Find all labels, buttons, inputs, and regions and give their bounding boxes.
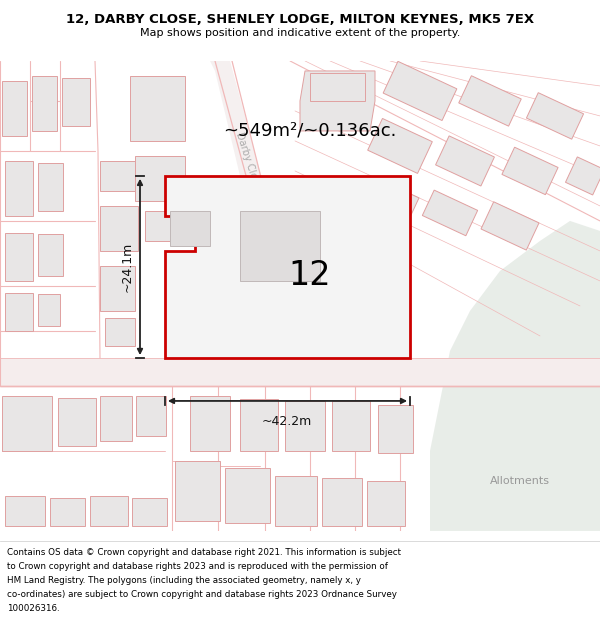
Bar xyxy=(190,396,230,451)
Bar xyxy=(322,478,362,526)
Polygon shape xyxy=(526,92,584,139)
Bar xyxy=(5,161,33,216)
Polygon shape xyxy=(300,71,375,131)
Text: HM Land Registry. The polygons (including the associated geometry, namely x, y: HM Land Registry. The polygons (includin… xyxy=(7,576,361,585)
Bar xyxy=(0,358,600,386)
Bar xyxy=(225,468,270,523)
Bar xyxy=(332,401,370,451)
Bar xyxy=(145,211,185,241)
Polygon shape xyxy=(210,61,280,251)
Bar xyxy=(310,73,365,101)
Bar xyxy=(100,396,132,441)
Polygon shape xyxy=(502,148,558,194)
Bar xyxy=(62,78,90,126)
Polygon shape xyxy=(436,136,494,186)
Bar xyxy=(38,294,60,326)
Bar xyxy=(5,496,45,526)
Polygon shape xyxy=(430,221,600,531)
Text: co-ordinates) are subject to Crown copyright and database rights 2023 Ordnance S: co-ordinates) are subject to Crown copyr… xyxy=(7,590,397,599)
Bar xyxy=(378,405,413,453)
Bar xyxy=(5,293,33,331)
Polygon shape xyxy=(459,76,521,126)
Polygon shape xyxy=(481,202,539,250)
Text: Contains OS data © Crown copyright and database right 2021. This information is : Contains OS data © Crown copyright and d… xyxy=(7,548,401,558)
Bar xyxy=(285,401,325,451)
Bar xyxy=(135,156,185,201)
Bar xyxy=(90,496,128,526)
Bar xyxy=(2,81,27,136)
Text: Map shows position and indicative extent of the property.: Map shows position and indicative extent… xyxy=(140,28,460,39)
Text: Allotments: Allotments xyxy=(490,476,550,486)
Polygon shape xyxy=(565,157,600,195)
Bar xyxy=(38,234,63,276)
Bar xyxy=(100,206,138,251)
Bar xyxy=(240,211,320,281)
Polygon shape xyxy=(422,190,478,236)
Bar xyxy=(275,476,317,526)
Bar xyxy=(2,396,52,451)
Text: 12: 12 xyxy=(289,259,331,292)
Text: ~42.2m: ~42.2m xyxy=(262,415,312,428)
Bar xyxy=(100,266,135,311)
Bar xyxy=(136,396,166,436)
Text: ~24.1m: ~24.1m xyxy=(121,242,134,292)
Polygon shape xyxy=(368,119,433,173)
Polygon shape xyxy=(361,177,419,225)
Bar xyxy=(100,161,140,191)
Bar xyxy=(50,498,85,526)
Bar xyxy=(38,163,63,211)
Bar xyxy=(5,233,33,281)
Bar xyxy=(367,481,405,526)
Bar xyxy=(58,398,96,446)
Bar xyxy=(32,76,57,131)
Bar xyxy=(175,461,220,521)
Bar xyxy=(132,498,167,526)
Polygon shape xyxy=(383,61,457,121)
Bar xyxy=(130,76,185,141)
Bar xyxy=(105,318,135,346)
Bar xyxy=(170,211,210,246)
Text: Darby Close: Darby Close xyxy=(234,131,262,191)
Text: 12, DARBY CLOSE, SHENLEY LODGE, MILTON KEYNES, MK5 7EX: 12, DARBY CLOSE, SHENLEY LODGE, MILTON K… xyxy=(66,12,534,26)
Bar xyxy=(240,399,278,451)
Text: ~549m²/~0.136ac.: ~549m²/~0.136ac. xyxy=(223,122,397,140)
Text: 100026316.: 100026316. xyxy=(7,604,60,613)
Polygon shape xyxy=(165,176,410,358)
Text: to Crown copyright and database rights 2023 and is reproduced with the permissio: to Crown copyright and database rights 2… xyxy=(7,562,388,571)
